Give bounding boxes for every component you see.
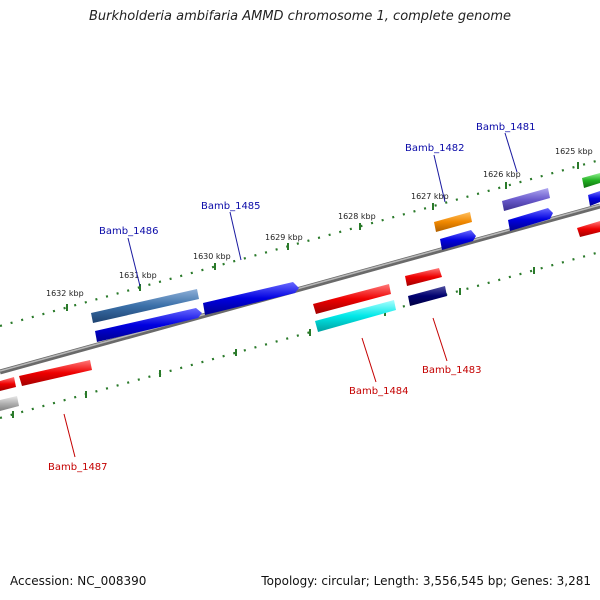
gene-upper-blue[interactable]	[95, 308, 202, 342]
kbp-label: 1626 kbp	[483, 170, 521, 179]
top-gene-labels: Bamb_1486 Bamb_1485 Bamb_1482 Bamb_1481	[99, 122, 536, 237]
lower-major-ticks	[12, 267, 535, 418]
gene-green[interactable]	[582, 173, 600, 188]
top-leader-lines	[127, 132, 518, 287]
gene-label: Bamb_1481	[476, 122, 536, 133]
gene-bamb-1481[interactable]	[502, 188, 550, 211]
bottom-gene-labels: Bamb_1487 Bamb_1484 Bamb_1483	[48, 365, 482, 473]
gene-label: Bamb_1484	[349, 386, 409, 397]
upper-scale-line	[0, 158, 600, 328]
gene-label: Bamb_1483	[422, 365, 482, 376]
genome-title: Burkholderia ambifaria AMMD chromosome 1…	[88, 9, 512, 24]
chromosome-backbone	[0, 203, 600, 375]
kbp-label: 1632 kbp	[46, 289, 84, 298]
gene-label: Bamb_1487	[48, 462, 108, 473]
gene-red-edge[interactable]	[577, 221, 600, 237]
gene-bamb-1486[interactable]	[91, 289, 199, 323]
kbp-label: 1629 kbp	[265, 233, 303, 242]
gene-bamb-1484[interactable]	[315, 300, 396, 332]
upper-major-ticks	[66, 162, 579, 311]
kbp-label: 1628 kbp	[338, 212, 376, 221]
gene-orange[interactable]	[434, 212, 472, 232]
gene-blue-edge[interactable]	[588, 191, 600, 206]
gene-gray-left[interactable]	[0, 396, 19, 411]
kbp-label: 1630 kbp	[193, 252, 231, 261]
accession-label: Accession: NC_008390	[10, 574, 147, 588]
gene-bamb-1483[interactable]	[408, 286, 447, 306]
upper-genes	[91, 173, 600, 342]
kbp-label: 1627 kbp	[411, 192, 449, 201]
gene-label: Bamb_1485	[201, 201, 261, 212]
gene-blue-right[interactable]	[508, 208, 553, 231]
kbp-label: 1625 kbp	[555, 147, 593, 156]
gene-label: Bamb_1482	[405, 143, 465, 154]
gene-bamb-1485[interactable]	[203, 282, 299, 315]
gene-bamb-1487[interactable]	[19, 360, 92, 386]
gene-bamb-1482[interactable]	[440, 230, 476, 250]
lower-scale-line	[0, 250, 600, 420]
topology-label: Topology: circular; Length: 3,556,545 bp…	[261, 574, 591, 588]
gene-label: Bamb_1486	[99, 226, 159, 237]
bottom-leader-lines	[63, 317, 448, 458]
lower-genes	[0, 360, 92, 411]
gene-red-1[interactable]	[313, 284, 391, 314]
gene-red-2[interactable]	[405, 268, 442, 286]
gene-red-left[interactable]	[0, 377, 16, 391]
